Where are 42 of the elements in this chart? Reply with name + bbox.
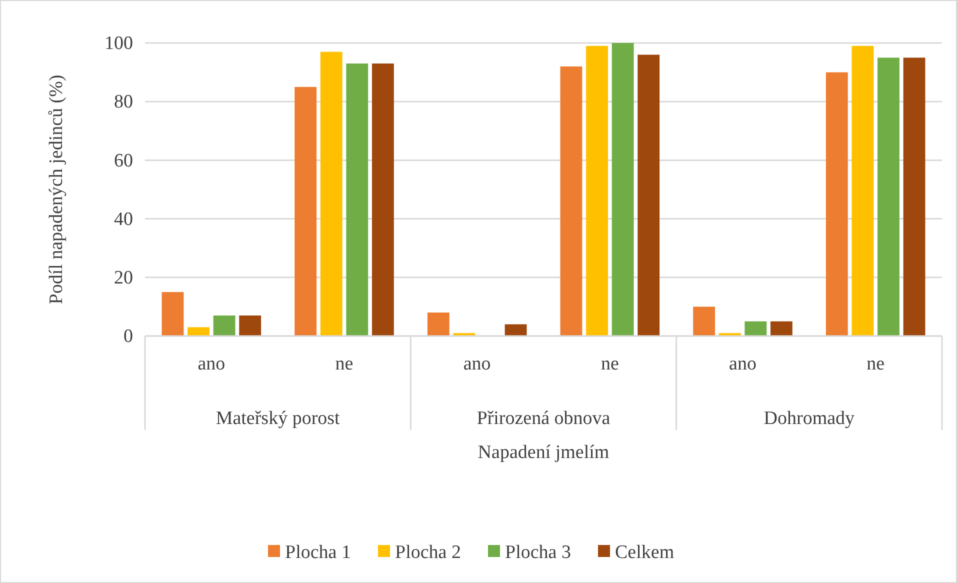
text: Přirozená obnova [476, 408, 611, 429]
bar [826, 72, 848, 336]
bar [744, 321, 767, 336]
x-tick-label: ano [463, 353, 491, 374]
legend-label: Plocha 3 [505, 542, 571, 563]
bar [427, 312, 450, 336]
y-tick-label: 40 [114, 208, 133, 230]
y-tick-label: 0 [124, 326, 133, 348]
bar [162, 292, 184, 336]
bar [320, 52, 342, 336]
bar [239, 315, 262, 336]
bar [560, 66, 582, 336]
bar [346, 64, 368, 336]
bar [852, 46, 874, 336]
legend-label: Celkem [615, 542, 674, 563]
bar [372, 64, 394, 336]
y-axis-title: Podíl napadených jedinců (%) [46, 74, 67, 304]
x-tick-label: ano [729, 353, 756, 374]
bar [638, 54, 660, 336]
bar [586, 46, 608, 336]
legend-label: Plocha 1 [285, 542, 351, 563]
bar [504, 324, 527, 336]
x-tick-label: ne [335, 353, 354, 374]
bar [693, 306, 716, 336]
bar [612, 43, 634, 336]
x-axis-title: Napadení jmelím [478, 442, 610, 463]
bar [188, 327, 210, 336]
legend-label: Plocha 2 [395, 542, 461, 563]
bar [878, 58, 900, 336]
y-tick-label: 80 [114, 92, 133, 113]
y-tick-label: 60 [114, 150, 133, 172]
x-tick-label: ne [866, 353, 885, 374]
bar [903, 58, 926, 336]
x-tick-label: ne [600, 353, 619, 374]
text: Dohromady [764, 408, 856, 429]
text: Mateřský porost [216, 408, 341, 429]
x-tick-label: ano [198, 353, 226, 374]
y-tick-label: 100 [104, 33, 133, 54]
bar [213, 315, 236, 336]
y-tick-label: 20 [114, 267, 133, 288]
bar [294, 86, 317, 336]
bar [770, 321, 792, 336]
